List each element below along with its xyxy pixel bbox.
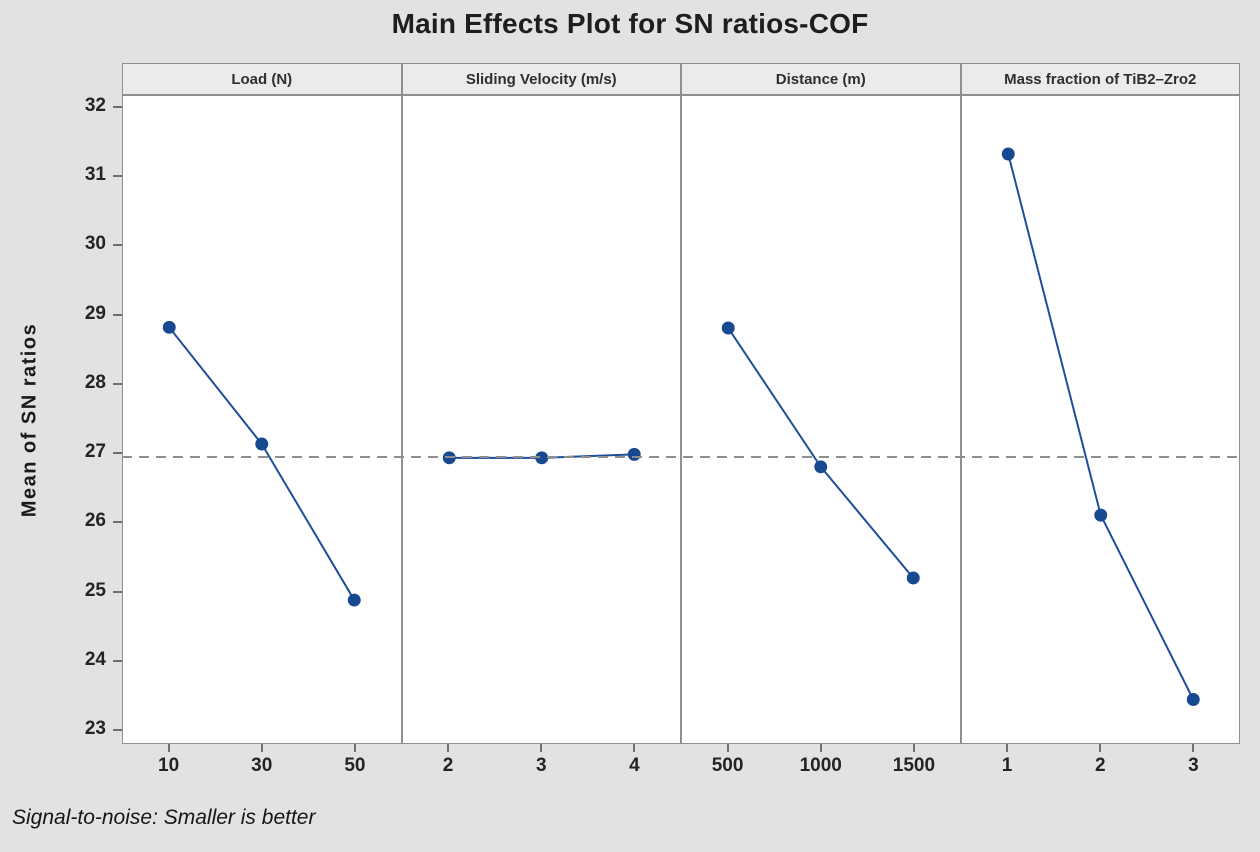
y-tick-label: 27 <box>84 441 106 463</box>
y-tick-mark <box>113 452 122 455</box>
series-line <box>1006 153 1194 700</box>
panel-plot-1 <box>401 95 681 744</box>
series-line <box>727 327 915 579</box>
y-tick-label: 29 <box>84 302 106 324</box>
y-tick-mark <box>113 590 122 593</box>
y-tick-mark <box>113 175 122 178</box>
x-tick-label: 1500 <box>892 755 936 776</box>
data-point-marker <box>347 593 361 607</box>
y-tick-mark <box>113 105 122 108</box>
data-point-marker <box>442 451 456 465</box>
x-tick-label: 2 <box>442 755 454 776</box>
data-point-marker <box>721 321 735 335</box>
data-point-marker <box>627 447 641 461</box>
series-line <box>168 326 356 601</box>
x-tick-mark <box>260 744 263 752</box>
panel-header-row: Load (N) Sliding Velocity (m/s) Distance (… <box>122 63 1240 95</box>
panel-plot-2 <box>681 95 961 744</box>
x-tick-label: 1000 <box>799 755 842 776</box>
y-tick-mark <box>113 382 122 385</box>
x-tick-mark <box>353 744 356 752</box>
y-tick-label: 28 <box>84 371 106 393</box>
panel-plot-0 <box>122 95 402 744</box>
x-tick-mark <box>1099 744 1102 752</box>
y-tick-label: 23 <box>84 718 106 740</box>
x-tick-mark <box>167 744 170 752</box>
panel-plot-row <box>122 95 1240 744</box>
y-tick-label: 32 <box>84 94 106 116</box>
panel-header-2: Distance (m) <box>681 63 961 95</box>
y-tick-label: 30 <box>84 233 106 255</box>
y-tick-label: 24 <box>84 648 106 670</box>
x-tick-label: 10 <box>158 755 180 776</box>
panel-header-3: Mass fraction of TiB2–Zro2 <box>960 63 1240 95</box>
data-point-marker <box>1001 147 1015 161</box>
panel-plot-3 <box>960 95 1240 744</box>
x-tick-label: 4 <box>629 755 640 776</box>
data-point-marker <box>814 460 828 474</box>
x-tick-mark <box>1006 744 1009 752</box>
panel-header-0: Load (N) <box>122 63 402 95</box>
grand-mean-dashed-line <box>122 455 1240 458</box>
x-tick-label: 2 <box>1094 755 1106 776</box>
x-tick-label: 500 <box>711 755 744 776</box>
y-axis-label: Mean of SN ratios <box>18 322 41 518</box>
y-tick-mark <box>113 244 122 247</box>
data-point-marker <box>162 320 176 334</box>
chart-title: Main Effects Plot for SN ratios-COF <box>391 8 869 39</box>
data-point-marker <box>1186 693 1200 706</box>
data-point-marker <box>534 451 548 465</box>
y-tick-mark <box>113 729 122 732</box>
x-tick-mark <box>912 744 915 752</box>
x-tick-mark <box>447 744 450 752</box>
series-svg <box>721 321 920 585</box>
x-tick-label: 3 <box>535 755 547 776</box>
x-tick-label: 1 <box>1001 755 1013 776</box>
y-tick-mark <box>113 313 122 316</box>
x-tick-label: 30 <box>251 755 273 776</box>
y-tick-label: 26 <box>84 510 106 532</box>
x-tick-mark <box>633 744 636 752</box>
y-tick-mark <box>113 659 122 662</box>
x-tick-mark <box>540 744 543 752</box>
footnote: Signal-to-noise: Smaller is better <box>12 806 316 829</box>
y-tick-mark <box>113 521 122 524</box>
series-svg <box>162 320 361 607</box>
x-tick-label: 50 <box>344 755 366 776</box>
series-svg <box>1001 147 1200 706</box>
series-svg <box>442 447 641 465</box>
data-point-marker <box>906 571 920 585</box>
panel-header-1: Sliding Velocity (m/s) <box>401 63 681 95</box>
data-point-marker <box>1093 508 1107 522</box>
x-tick-mark <box>819 744 822 752</box>
y-tick-label: 31 <box>84 164 106 186</box>
x-tick-mark <box>1192 744 1195 752</box>
x-tick-label: 3 <box>1188 755 1199 776</box>
data-point-marker <box>255 437 269 451</box>
x-tick-mark <box>726 744 729 752</box>
y-tick-label: 25 <box>84 579 106 601</box>
